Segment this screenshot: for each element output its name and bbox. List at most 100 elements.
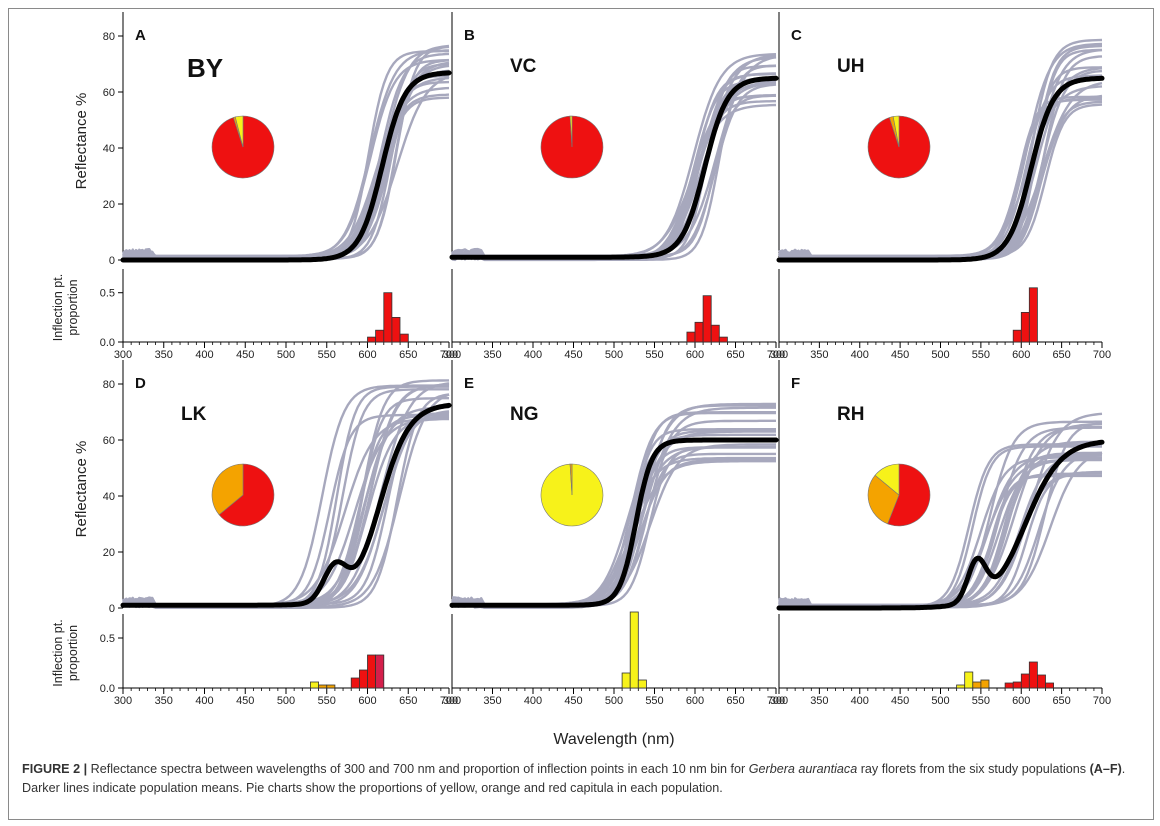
histogram-bar bbox=[957, 685, 965, 688]
x-tick-label: 500 bbox=[605, 349, 623, 361]
inflection-y-tick-label: 0.5 bbox=[100, 288, 115, 300]
population-label: NG bbox=[510, 404, 539, 425]
histogram-bar bbox=[400, 334, 408, 342]
reflectance-y-tick-label: 0 bbox=[109, 603, 115, 615]
x-tick-label: 600 bbox=[686, 695, 704, 707]
x-tick-label: 400 bbox=[851, 695, 869, 707]
panel-e: 300 350 400 450 500 550 600 650 700 E NG bbox=[443, 360, 785, 707]
histogram-bar bbox=[310, 682, 318, 688]
sample-spectrum-line bbox=[779, 414, 1102, 607]
x-tick-label: 350 bbox=[483, 349, 501, 361]
reflectance-y-tick-label: 40 bbox=[103, 143, 115, 155]
reflectance-y-tick-label: 20 bbox=[103, 199, 115, 211]
x-tick-label: 650 bbox=[1052, 349, 1070, 361]
histogram-bar bbox=[1029, 662, 1037, 688]
reflectance-y-label: Reflectance % bbox=[73, 441, 90, 538]
x-tick-label: 450 bbox=[891, 349, 909, 361]
sample-spectrum-line bbox=[779, 473, 1102, 607]
histogram-bar bbox=[1037, 675, 1045, 688]
mean-spectrum-line bbox=[123, 405, 449, 605]
sample-spectrum-line bbox=[779, 476, 1102, 605]
caption-label: FIGURE 2 | bbox=[22, 762, 87, 776]
sample-spectrum-line bbox=[779, 472, 1102, 606]
panel-d: 300 350 400 450 500 550 600 650 7000204060800.00… bbox=[51, 360, 458, 707]
x-tick-label: 550 bbox=[645, 349, 663, 361]
sample-spectrum-line bbox=[779, 422, 1102, 607]
x-tick-label: 300 bbox=[114, 695, 132, 707]
x-tick-label: 300 bbox=[443, 349, 461, 361]
x-tick-label: 350 bbox=[483, 695, 501, 707]
sample-spectrum-line bbox=[779, 102, 1102, 260]
population-label: BY bbox=[187, 53, 223, 83]
inflection-y-label-line1: Inflection pt. bbox=[51, 274, 65, 341]
panel-a: 300 350 400 450 500 550 600 650 7000204060800.00… bbox=[51, 12, 458, 361]
reflectance-y-tick-label: 40 bbox=[103, 491, 115, 503]
reflectance-y-tick-label: 80 bbox=[103, 379, 115, 391]
histogram-bar bbox=[384, 293, 392, 342]
caption-species: Gerbera aurantiaca bbox=[749, 762, 858, 776]
histogram-bar bbox=[1013, 330, 1021, 342]
x-tick-label: 400 bbox=[851, 349, 869, 361]
x-tick-label: 650 bbox=[726, 695, 744, 707]
sample-spectrum-line bbox=[123, 88, 449, 258]
x-tick-label: 550 bbox=[972, 349, 990, 361]
sample-spectrum-line bbox=[779, 50, 1102, 257]
histogram-bar bbox=[981, 680, 989, 688]
reflectance-y-tick-label: 20 bbox=[103, 547, 115, 559]
x-tick-label: 400 bbox=[195, 695, 213, 707]
x-tick-label: 450 bbox=[236, 349, 254, 361]
sample-spectrum-line bbox=[123, 46, 449, 257]
histogram-bar bbox=[965, 672, 973, 688]
histogram-bar bbox=[359, 670, 367, 688]
x-tick-label: 300 bbox=[770, 349, 788, 361]
x-tick-label: 400 bbox=[524, 695, 542, 707]
panel-letter: B bbox=[464, 27, 475, 44]
x-tick-label: 450 bbox=[564, 695, 582, 707]
x-tick-label: 600 bbox=[358, 695, 376, 707]
panel-b: 300 350 400 450 500 550 600 650 700 B VC bbox=[443, 12, 785, 361]
x-tick-label: 600 bbox=[1012, 695, 1030, 707]
caption-text-2: ray florets from the six study populatio… bbox=[857, 762, 1089, 776]
x-tick-label: 500 bbox=[277, 695, 295, 707]
histogram-bar bbox=[376, 330, 384, 342]
sample-spectrum-line bbox=[779, 105, 1102, 256]
sample-spectrum-line bbox=[123, 98, 449, 259]
histogram-bar bbox=[392, 317, 400, 342]
caption-panels-ref: (A–F) bbox=[1090, 762, 1122, 776]
x-tick-label: 300 bbox=[770, 695, 788, 707]
x-tick-label: 450 bbox=[236, 695, 254, 707]
histogram-bar bbox=[687, 332, 695, 342]
panel-letter: C bbox=[791, 27, 802, 44]
x-tick-label: 400 bbox=[524, 349, 542, 361]
reflectance-y-label: Reflectance % bbox=[73, 93, 90, 190]
histogram-bar bbox=[368, 337, 376, 342]
panel-letter: E bbox=[464, 375, 474, 392]
x-tick-label: 350 bbox=[155, 349, 173, 361]
x-tick-label: 300 bbox=[443, 695, 461, 707]
histogram-bar bbox=[376, 655, 384, 688]
x-tick-label: 350 bbox=[810, 695, 828, 707]
x-tick-label: 500 bbox=[277, 349, 295, 361]
population-label: LK bbox=[181, 404, 207, 425]
caption-text-1: Reflectance spectra between wavelengths … bbox=[87, 762, 749, 776]
histogram-bar bbox=[1046, 683, 1054, 688]
histogram-bar bbox=[703, 296, 711, 342]
x-tick-label: 550 bbox=[318, 695, 336, 707]
panel-letter: D bbox=[135, 375, 146, 392]
histogram-bar bbox=[1029, 288, 1037, 342]
histogram-bar bbox=[319, 685, 327, 688]
panel-c: 300 350 400 450 500 550 600 650 700CUH bbox=[770, 12, 1111, 361]
x-tick-label: 400 bbox=[195, 349, 213, 361]
panel-letter: A bbox=[135, 27, 146, 44]
histogram-bar bbox=[711, 325, 719, 342]
sample-spectrum-line bbox=[123, 405, 449, 605]
panel-f: 300 350 400 450 500 550 600 650 700 F RH bbox=[770, 360, 1111, 707]
histogram-bar bbox=[719, 337, 727, 342]
histogram-bar bbox=[630, 612, 638, 688]
x-tick-label: 700 bbox=[1093, 349, 1111, 361]
histogram-bar bbox=[1013, 682, 1021, 688]
figure-caption: FIGURE 2 | Reflectance spectra between w… bbox=[22, 760, 1147, 798]
x-tick-label: 650 bbox=[726, 349, 744, 361]
sample-spectrum-line bbox=[123, 406, 449, 605]
x-tick-label: 600 bbox=[358, 349, 376, 361]
